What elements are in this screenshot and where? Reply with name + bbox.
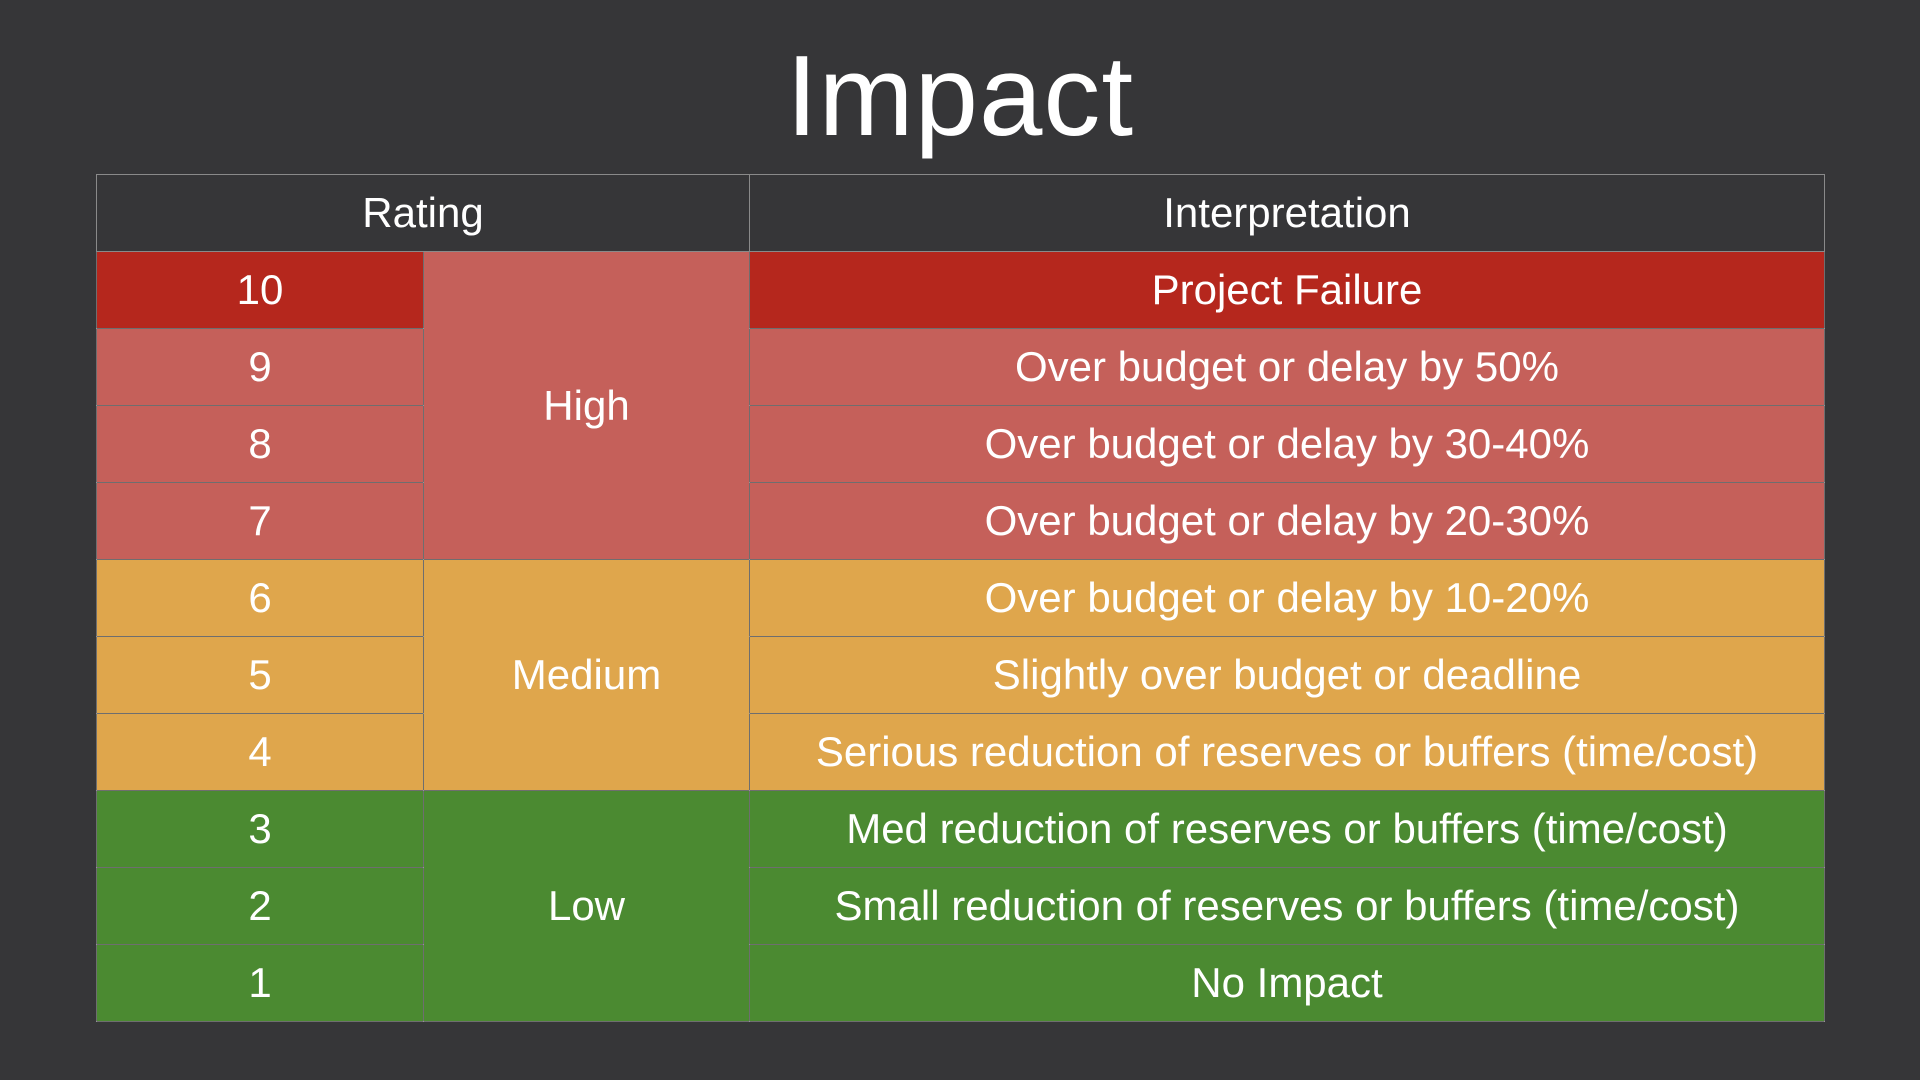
interpretation-cell: Small reduction of reserves or buffers (… bbox=[749, 867, 1825, 945]
table-row: 7 Over budget or delay by 20-30% bbox=[96, 482, 1825, 560]
table-row: 6 Medium Over budget or delay by 10-20% bbox=[96, 559, 1825, 791]
rating-cell: 3 bbox=[96, 790, 424, 868]
table-row: 9 Over budget or delay by 50% bbox=[96, 328, 1825, 406]
table-row: 10 High Project Failure bbox=[96, 251, 1825, 560]
level-cell-low: Low bbox=[423, 790, 750, 1022]
rating-cell: 6 bbox=[96, 559, 424, 637]
rating-cell: 5 bbox=[96, 636, 424, 714]
table-row: 1 No Impact bbox=[96, 944, 1825, 1022]
rating-cell: 7 bbox=[96, 482, 424, 560]
interpretation-cell: No Impact bbox=[749, 944, 1825, 1022]
header-rating: Rating bbox=[96, 174, 750, 252]
page-title: Impact bbox=[785, 33, 1135, 160]
table-row: 8 Over budget or delay by 30-40% bbox=[96, 405, 1825, 483]
interpretation-cell: Over budget or delay by 20-30% bbox=[749, 482, 1825, 560]
table-row: 3 Low Med reduction of reserves or buffe… bbox=[96, 790, 1825, 1022]
table-row: 2 Small reduction of reserves or buffers… bbox=[96, 867, 1825, 945]
interpretation-cell: Med reduction of reserves or buffers (ti… bbox=[749, 790, 1825, 868]
table-row: 5 Slightly over budget or deadline bbox=[96, 636, 1825, 714]
rating-cell: 4 bbox=[96, 713, 424, 791]
level-cell-high: High bbox=[423, 251, 750, 560]
header-interpretation: Interpretation bbox=[749, 174, 1825, 252]
interpretation-cell: Over budget or delay by 30-40% bbox=[749, 405, 1825, 483]
impact-table: Rating Interpretation 10 High Project Fa… bbox=[96, 174, 1825, 1022]
interpretation-cell: Slightly over budget or deadline bbox=[749, 636, 1825, 714]
table-row: 4 Serious reduction of reserves or buffe… bbox=[96, 713, 1825, 791]
rating-cell: 8 bbox=[96, 405, 424, 483]
interpretation-cell: Serious reduction of reserves or buffers… bbox=[749, 713, 1825, 791]
level-cell-medium: Medium bbox=[423, 559, 750, 791]
rating-cell: 9 bbox=[96, 328, 424, 406]
interpretation-cell: Over budget or delay by 50% bbox=[749, 328, 1825, 406]
interpretation-cell: Over budget or delay by 10-20% bbox=[749, 559, 1825, 637]
rating-cell: 10 bbox=[96, 251, 424, 329]
rating-cell: 1 bbox=[96, 944, 424, 1022]
interpretation-cell: Project Failure bbox=[749, 251, 1825, 329]
rating-cell: 2 bbox=[96, 867, 424, 945]
table-header-row: Rating Interpretation bbox=[96, 174, 1825, 252]
